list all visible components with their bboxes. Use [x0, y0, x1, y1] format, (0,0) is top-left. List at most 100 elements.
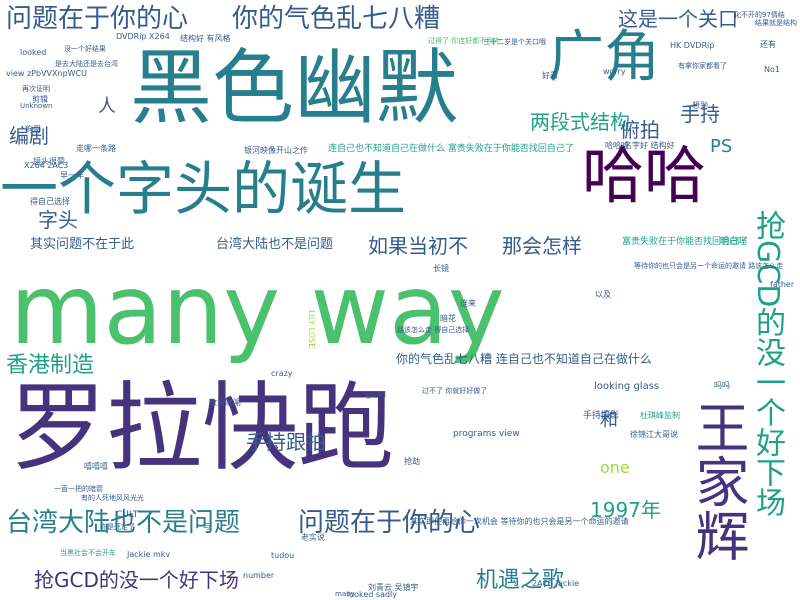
cloud-word: 是去大陆还是去台湾: [55, 60, 118, 68]
cloud-word: 抢GCD的没一个好下场: [750, 210, 785, 518]
cloud-word: 手持摄影: [583, 411, 620, 421]
cloud-word: many: [335, 590, 355, 598]
cloud-word: 杜琪峰监制: [640, 411, 680, 420]
cloud-word: looking glass: [594, 381, 660, 392]
cloud-word: 狗哥: [25, 125, 41, 134]
cloud-word: 这是一个关口: [618, 7, 738, 31]
cloud-word: 剪辑: [32, 95, 48, 104]
cloud-word: 等待你的也只会是另一个命运的邀请 路该怎么走: [634, 262, 784, 270]
cloud-word: 编剧: [9, 124, 49, 148]
cloud-word: 还有: [760, 40, 776, 49]
cloud-word: many way: [10, 254, 505, 366]
cloud-word: 问题在于你的心: [6, 4, 189, 34]
cloud-word: 嘻嘻嘻: [84, 462, 108, 471]
cloud-word: 台湾大陆也不是问题: [216, 237, 334, 252]
cloud-word: 人: [98, 96, 116, 117]
cloud-word: 银河映像开山之作: [244, 146, 308, 155]
cloud-word: 名字好 结构好: [624, 141, 675, 150]
cloud-word: 想到: [692, 101, 708, 110]
cloud-word: Unknown: [20, 102, 53, 110]
cloud-word: 镜头很赞: [33, 157, 65, 166]
cloud-word: 得自己选择: [30, 197, 70, 206]
cloud-word: 你的气色乱七八糟 连自己也不知道自己在做什么: [396, 352, 652, 366]
cloud-word: 一直一把的暗箭: [54, 485, 103, 493]
cloud-word: view zPbVVXnpWCU: [6, 69, 87, 78]
cloud-word: 化不开的97情结: [734, 11, 785, 19]
cloud-word: 好看: [542, 71, 558, 80]
cloud-word: 有的人死地风风光光: [81, 494, 144, 502]
cloud-word: 走哪一条路: [76, 144, 116, 153]
cloud-word: 王家辉: [686, 400, 749, 562]
cloud-word: 如果当初不: [368, 234, 468, 258]
cloud-word: 早一年: [60, 171, 84, 180]
cloud-word: 罗拉快跑: [10, 372, 394, 484]
cloud-word: 抢劫: [404, 457, 420, 466]
cloud-word: 哈哈: [582, 139, 707, 212]
cloud-word: 2AC3 Jackie: [532, 579, 580, 588]
cloud-word: 明白吗: [720, 237, 748, 247]
cloud-word: 吗吗: [714, 381, 730, 390]
cloud-word: 政治隐喻: [209, 398, 241, 407]
cloud-word: 黑色幽默: [130, 41, 459, 136]
cloud-word: 其实即使再给你一次机会 等待你的也只会是另一个命运的邀请: [410, 517, 629, 526]
cloud-word: tudou: [271, 551, 295, 560]
cloud-word: 广角: [548, 25, 660, 90]
cloud-word: 与: [203, 522, 211, 531]
cloud-word: 过不了 你就好好做了: [422, 387, 488, 395]
cloud-word: programs view: [453, 429, 520, 439]
cloud-word: 字头: [38, 208, 78, 232]
cloud-word: 你的气色乱七八糟: [232, 4, 441, 34]
cloud-word: 1997年: [590, 498, 661, 522]
cloud-word: 暗花: [440, 314, 456, 323]
cloud-word: 俯拍: [620, 118, 660, 142]
cloud-word: Jackie mkv: [127, 550, 171, 559]
cloud-word: 其实问题不在于此: [30, 237, 135, 252]
cloud-word: 老实说: [301, 533, 325, 542]
cloud-word: LILY LOSE: [307, 310, 316, 349]
cloud-word: 香港制造: [6, 353, 95, 378]
cloud-word: 三十二岁是个关口哦: [483, 38, 546, 46]
cloud-word: 台湾大陆也不是问题: [6, 508, 241, 538]
cloud-word: X264 2AC3: [24, 161, 69, 170]
cloud-word: good: [366, 390, 386, 399]
cloud-word: 抢GCD的没一个好下场: [34, 568, 239, 592]
cloud-word: 再次证明: [22, 85, 50, 93]
cloud-word: 以及: [595, 290, 611, 299]
cloud-word: 一个字头的诞生: [0, 155, 407, 223]
cloud-word: looked sadly: [347, 590, 398, 599]
cloud-word: 手持: [680, 102, 720, 126]
cloud-word: 当黑社会不会开车: [60, 549, 116, 557]
cloud-word: looked: [20, 48, 47, 57]
cloud-word: one: [600, 458, 630, 477]
cloud-word: 刘青云 吴镇宇: [368, 583, 419, 592]
cloud-word: 那会怎样: [502, 234, 582, 258]
cloud-word: 连自己也不知道自己在做什么 富贵失败在于你能否找回自己了: [328, 144, 574, 154]
cloud-word: 和: [600, 410, 618, 431]
cloud-word: 富贵失败在于你能否找回自己了: [622, 237, 749, 247]
cloud-word: HK DVDRip: [670, 41, 715, 50]
cloud-word: worry: [603, 67, 626, 76]
cloud-word: crazy: [271, 369, 293, 378]
cloud-word: PS: [710, 136, 733, 157]
cloud-word: 过得了 你连好都不例外: [428, 37, 501, 45]
cloud-word: DVDRip X264: [116, 32, 170, 41]
cloud-word: 徐锦江大哥说: [630, 430, 678, 439]
cloud-word: 没一个好结果: [64, 45, 106, 53]
cloud-word: 两段式结构: [530, 110, 630, 134]
cloud-word: 你是死定了: [100, 523, 135, 531]
cloud-word: No1: [764, 65, 780, 74]
cloud-word: father: [770, 280, 795, 289]
cloud-word: 哈哈哈: [605, 141, 629, 150]
cloud-word: 结果就是结构: [755, 19, 797, 27]
cloud-word: 问题在于你的心: [298, 508, 481, 538]
cloud-word: 手持跟拍: [246, 430, 326, 454]
cloud-word: 长镜: [433, 264, 449, 273]
cloud-word: number: [243, 571, 275, 580]
cloud-word: 结构好 有风格: [180, 34, 231, 43]
cloud-word: 连来: [460, 299, 476, 308]
cloud-word: 有拿你家都看了: [678, 62, 727, 70]
cloud-word: 机遇之歌: [476, 568, 565, 593]
cloud-word: CULT: [116, 510, 139, 520]
cloud-word: 路该怎么走 得自己选择: [397, 326, 470, 334]
